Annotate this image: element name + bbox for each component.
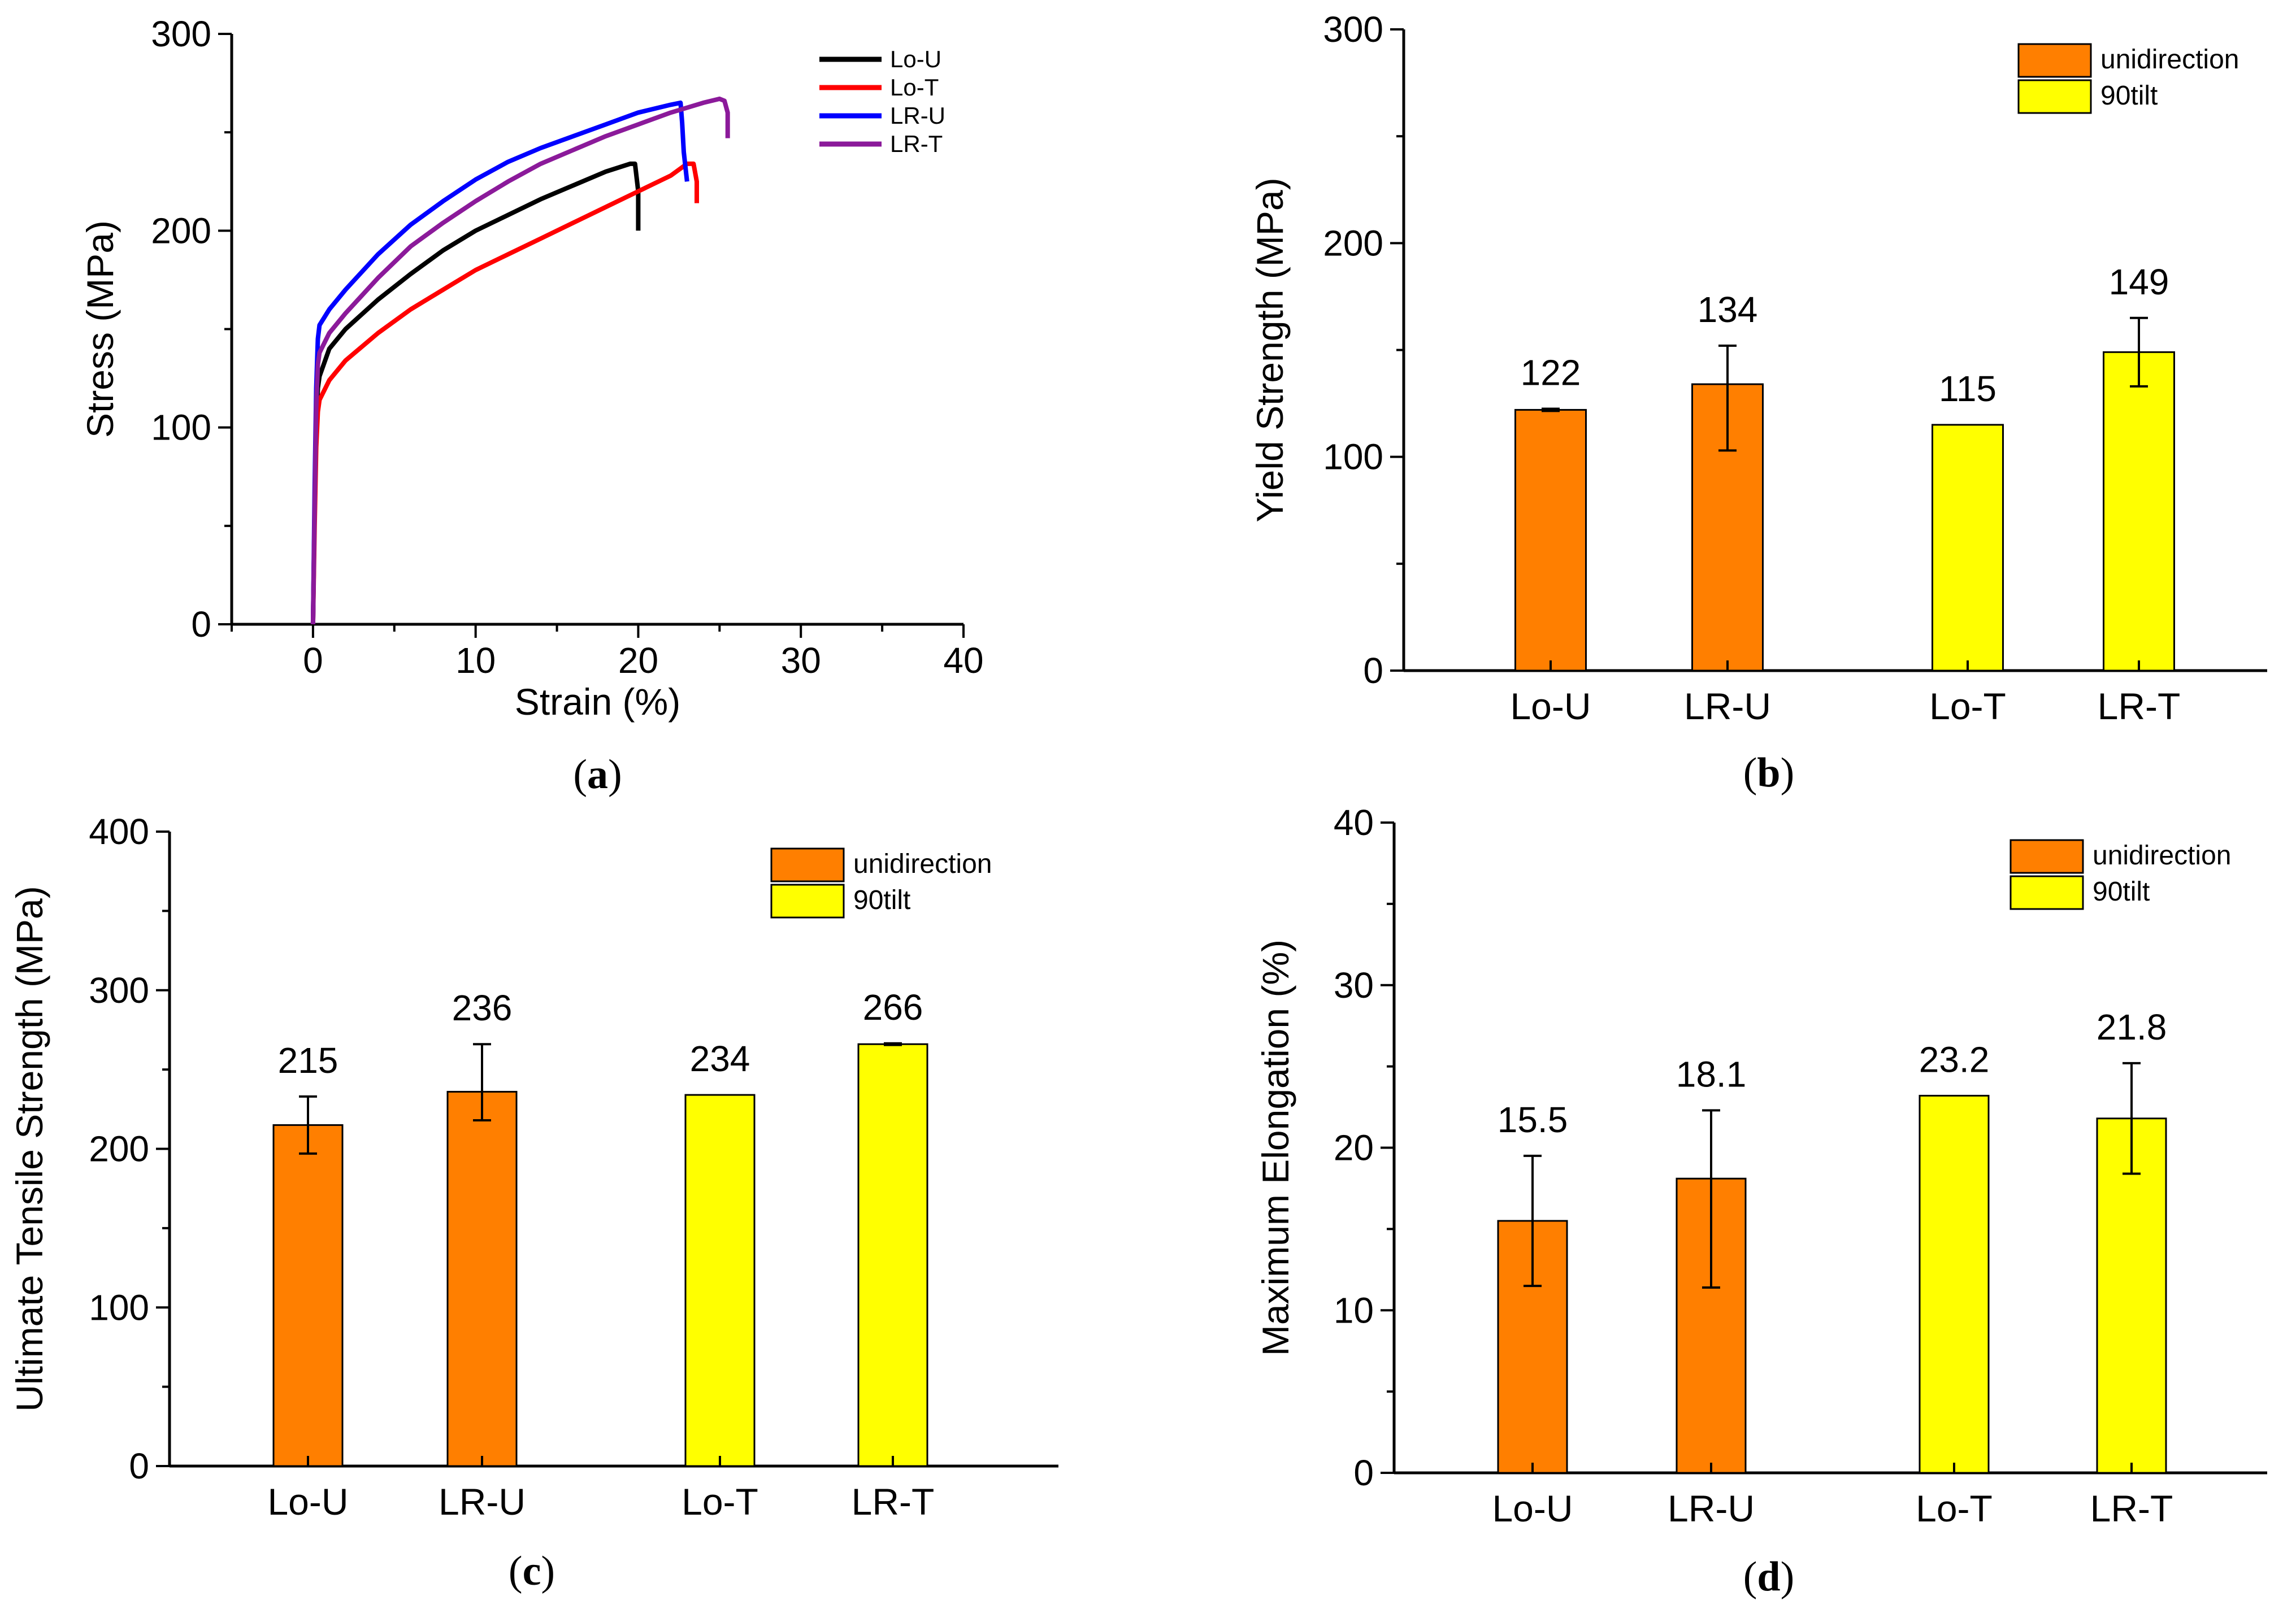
y-axis-title: Yield Strength (MPa) [1249,177,1291,522]
bar-lr-u [446,1090,518,1467]
x-tick-label-lo-u: Lo-U [1492,1488,1573,1529]
legend-label-90tilt: 90tilt [853,885,910,915]
y-tick-label: 100 [89,1287,149,1328]
legend-swatch-unidirection [2009,839,2084,874]
bar-lo-t [684,1094,756,1467]
y-tick-label: 100 [151,407,211,448]
data-label-lr-u: 236 [452,988,513,1028]
data-label-lo-u: 15.5 [1498,1099,1568,1140]
y-tick-label: 0 [1363,650,1383,691]
legend-label-90tilt: 90tilt [2093,877,2150,907]
panel-caption-letter: d [1757,1554,1780,1600]
panel-caption-letter: a [587,751,608,798]
data-label-lr-t: 149 [2109,262,2169,302]
series-line-lr-t [310,96,730,625]
y-tick-label: 100 [1323,437,1383,477]
y-tick-label: 30 [1334,965,1374,1006]
series-line-lo-u [310,161,641,625]
y-tick-label: 0 [1353,1453,1374,1493]
bar-lo-t [1919,1094,1990,1474]
y-axis-title: Ultimate Tensile Strength (MPa) [8,886,50,1411]
data-label-lo-t: 23.2 [1919,1039,1990,1080]
y-tick-label: 40 [1334,802,1374,843]
legend-label-90tilt: 90tilt [2100,81,2158,111]
data-label-lo-u: 122 [1521,353,1581,393]
x-tick-label: 10 [455,640,496,681]
x-tick-label: 40 [943,640,983,681]
data-label-lr-u: 18.1 [1676,1054,1747,1094]
legend-swatch-unidirection [770,847,845,882]
data-label-lr-t: 266 [863,987,923,1028]
legend-label-unidirection: unidirection [2100,45,2239,75]
bar-lr-t [857,1043,928,1467]
chart-b: 0 100 200 300 Yield Strength (MPa) 122 Lo-U 134… [1249,9,2267,796]
x-tick-label-lo-u: Lo-U [267,1481,348,1523]
y-tick-label: 20 [1334,1128,1374,1168]
y-tick-label: 300 [89,970,149,1011]
legend-label-lr-u: LR-U [890,102,945,129]
x-tick-label-lr-u: LR-U [1668,1488,1755,1529]
series-line-lo-t [310,161,699,625]
y-tick-label: 10 [1334,1290,1374,1330]
panel-a: 0 100 200 300 0 10 20 30 40 Strain (%) Stress (MPa… [0,0,1130,802]
legend-swatch-90tilt [2017,79,2092,114]
bar-lr-t [2096,1117,2167,1474]
y-tick-label: 400 [89,811,149,852]
panel-b: 0 100 200 300 Yield Strength (MPa) 122 Lo-U 134… [1158,0,2296,802]
x-tick-label: 20 [618,640,658,681]
bar-lr-t [2103,351,2175,672]
x-tick-label-lr-u: LR-U [439,1481,526,1523]
chart-d: 0 10 20 30 40 Maximum Elongation (%) 15.5 Lo-U 1… [1255,802,2267,1600]
panel-caption-c: (c) [509,1548,555,1594]
data-label-lr-t: 21.8 [2097,1007,2167,1047]
panel-d: 0 10 20 30 40 Maximum Elongation (%) 15.5 Lo-U 1… [1158,802,2296,1609]
panel-caption-letter: c [523,1548,541,1594]
bar-lo-t [1932,424,2004,672]
legend-swatch-90tilt [2009,875,2084,910]
data-label-lo-t: 115 [1939,368,1996,409]
x-axis-title: Strain (%) [515,681,680,723]
panel-caption-d: (d) [1743,1554,1794,1600]
data-label-lr-u: 134 [1698,289,1758,330]
chart-a: 0 100 200 300 0 10 20 30 40 Strain (%) Stress (MPa… [79,14,984,798]
x-tick-label-lr-t: LR-T [2098,685,2181,727]
legend-label-unidirection: unidirection [853,849,992,879]
legend-swatch-90tilt [770,884,845,919]
y-axis-title: Maximum Elongation (%) [1255,940,1296,1356]
x-tick-label: 0 [303,640,323,681]
x-tick-label-lo-t: Lo-T [1929,685,2006,727]
legend-label-unidirection: unidirection [2093,841,2231,871]
y-axis-title: Stress (MPa) [79,220,121,438]
x-tick-label-lr-t: LR-T [2090,1488,2173,1529]
panel-caption-a: (a) [573,751,622,798]
bar-lo-u [272,1124,344,1467]
y-tick-label: 300 [151,14,211,54]
chart-c: 0 100 200 300 400 Ultimate Tensile Strength (… [8,811,1058,1594]
bar-lo-u [1514,408,1587,672]
x-tick-label-lr-t: LR-T [852,1481,935,1523]
panel-c: 0 100 200 300 400 Ultimate Tensile Strength (… [0,802,1130,1609]
panel-caption-letter: b [1757,750,1780,796]
series-line-lr-u [310,100,689,625]
data-label-lo-t: 234 [690,1038,750,1079]
x-tick-label-lo-t: Lo-T [682,1481,758,1523]
x-tick-label: 30 [781,640,821,681]
panel-caption-b: (b) [1743,750,1794,796]
x-tick-label-lo-u: Lo-U [1510,685,1591,727]
data-label-lo-u: 215 [278,1040,338,1081]
y-tick-label: 0 [129,1446,149,1486]
x-tick-label-lo-t: Lo-T [1916,1488,1993,1529]
y-tick-label: 200 [151,210,211,251]
y-tick-label: 200 [1323,223,1383,263]
legend-label-lo-t: Lo-T [890,74,939,101]
y-tick-label: 300 [1323,9,1383,50]
x-tick-label-lr-u: LR-U [1684,685,1771,727]
legend-label-lo-u: Lo-U [890,46,941,72]
y-tick-label: 0 [191,604,211,645]
legend-label-lr-t: LR-T [890,131,943,157]
legend-swatch-unidirection [2017,43,2092,78]
y-tick-label: 200 [89,1129,149,1169]
